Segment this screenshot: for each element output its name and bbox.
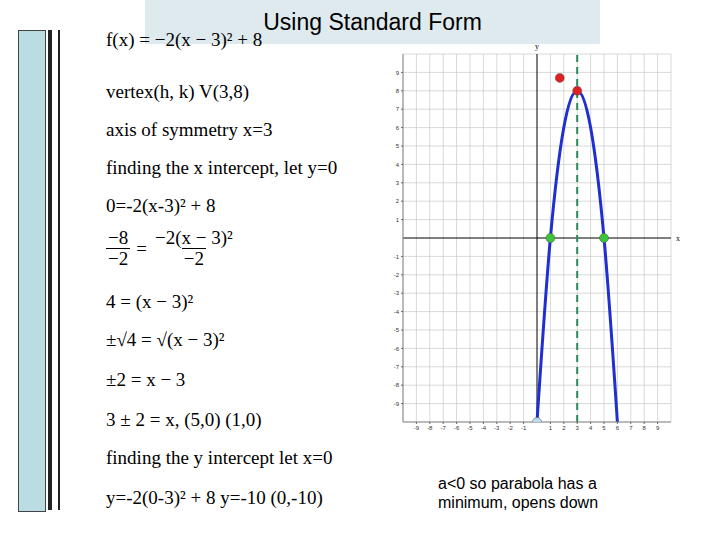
svg-text:4: 4 xyxy=(589,425,593,431)
html-text:vertex(h, k) V(3,8): vertex(h, k) V(3,8) xyxy=(106,81,250,102)
html-text:4 = (x − 3)²: 4 = (x − 3)² xyxy=(106,291,194,312)
html-text:f(x) = −2(x − 3)² + 8: f(x) = −2(x − 3)² + 8 xyxy=(106,29,263,50)
svg-text:-2: -2 xyxy=(508,425,514,431)
svg-text:8: 8 xyxy=(396,88,400,94)
svg-text:x: x xyxy=(676,234,680,243)
html-text:finding the x intercept, let y: finding the x intercept, let y=0 xyxy=(106,157,338,178)
svg-text:8: 8 xyxy=(643,425,647,431)
html-text:3 ± 2 = x, (5,0) (1,0): 3 ± 2 = x, (5,0) (1,0) xyxy=(106,409,262,430)
html-text:−2 = −2(x − 3)²: −2 = −2(x − 3)² xyxy=(108,227,233,269)
html-text:±√4 = √(x − 3)²: ±√4 = √(x − 3)² xyxy=(106,329,225,350)
svg-text:-3: -3 xyxy=(394,290,400,296)
html-text:axis of symmetry x=3: axis of symmetry x=3 xyxy=(106,119,273,140)
html-text:y=-2(0-3)² + 8 y=-10 (0,-10): y=-2(0-3)² + 8 y=-10 (0,-10) xyxy=(106,487,323,508)
svg-text:9: 9 xyxy=(396,70,400,76)
svg-text:-5: -5 xyxy=(467,425,473,431)
svg-text:3: 3 xyxy=(396,180,400,186)
svg-text:3: 3 xyxy=(576,425,580,431)
html-text:±2 = x − 3: ±2 = x − 3 xyxy=(106,369,186,390)
svg-text:-3: -3 xyxy=(494,425,500,431)
svg-text:6: 6 xyxy=(396,125,400,131)
html-text:−2: −2 xyxy=(183,248,204,269)
svg-text:1: 1 xyxy=(549,425,553,431)
svg-text:5: 5 xyxy=(396,143,400,149)
svg-text:2: 2 xyxy=(562,425,566,431)
svg-text:y: y xyxy=(535,42,539,51)
svg-text:-9: -9 xyxy=(414,425,420,431)
svg-text:-8: -8 xyxy=(394,382,400,388)
svg-text:-4: -4 xyxy=(394,309,400,315)
svg-text:9: 9 xyxy=(656,425,660,431)
svg-text:-6: -6 xyxy=(454,425,460,431)
svg-text:-6: -6 xyxy=(394,346,400,352)
svg-text:-1: -1 xyxy=(394,254,400,260)
svg-text:-4: -4 xyxy=(481,425,487,431)
html-text:finding the y intercept let x=: finding the y intercept let x=0 xyxy=(106,447,333,468)
svg-text:-8: -8 xyxy=(427,425,433,431)
svg-text:6: 6 xyxy=(616,425,620,431)
svg-text:1: 1 xyxy=(396,217,400,223)
html-text:Using Standard Form: Using Standard Form xyxy=(263,9,482,35)
html-text:0=-2(x-3)² + 8: 0=-2(x-3)² + 8 xyxy=(106,195,216,216)
html-text:−8: −8 xyxy=(108,227,129,248)
svg-text:7: 7 xyxy=(396,106,400,112)
svg-text:4: 4 xyxy=(396,162,400,168)
svg-text:-5: -5 xyxy=(394,327,400,333)
svg-text:-2: -2 xyxy=(394,272,400,278)
svg-text:2: 2 xyxy=(396,198,400,204)
svg-text:5: 5 xyxy=(602,425,606,431)
html-text:a<0 so parabola has a minimum,: a<0 so parabola has a minimum, opens dow… xyxy=(438,475,599,511)
svg-text:-7: -7 xyxy=(441,425,447,431)
svg-text:-7: -7 xyxy=(394,364,400,370)
svg-text:-1: -1 xyxy=(521,425,527,431)
svg-text:-9: -9 xyxy=(394,401,400,407)
svg-text:7: 7 xyxy=(629,425,633,431)
